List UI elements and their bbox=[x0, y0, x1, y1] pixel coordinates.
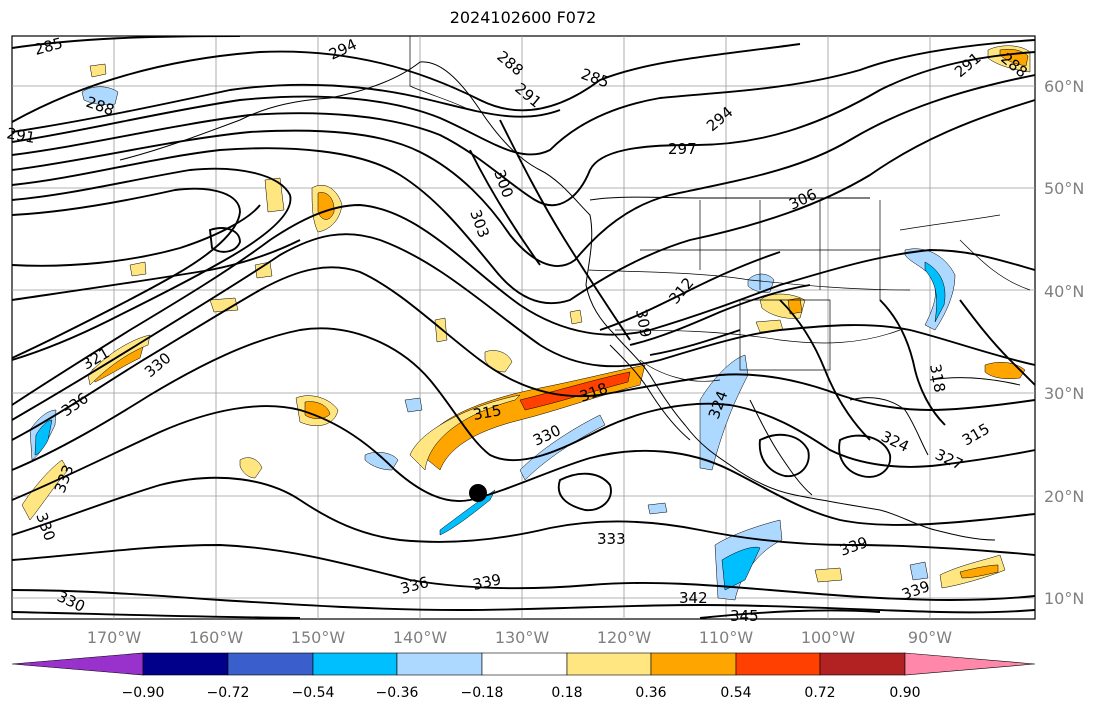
lon-tick-label: 110°W bbox=[699, 628, 754, 647]
lat-tick-label: 20°N bbox=[1044, 487, 1084, 506]
yellow-dot-9 bbox=[254, 261, 273, 279]
lat-axis: 60°N 50°N 40°N 30°N 20°N 10°N bbox=[1044, 77, 1084, 608]
lat-tick-label: 60°N bbox=[1044, 77, 1084, 96]
lon-tick-label: 160°W bbox=[189, 628, 244, 647]
contour-label: 297 bbox=[668, 140, 697, 158]
lat-tick-label: 10°N bbox=[1044, 589, 1084, 608]
borders bbox=[409, 36, 1031, 382]
contour-lines bbox=[12, 36, 1035, 619]
red-band bbox=[519, 371, 631, 411]
lat-tick-label: 50°N bbox=[1044, 179, 1084, 198]
blue-epac-core bbox=[721, 546, 761, 591]
lon-tick-label: 140°W bbox=[393, 628, 448, 647]
blue-dot-5 bbox=[647, 502, 668, 515]
lon-axis: 170°W 160°W 150°W 140°W 130°W 120°W 110°… bbox=[87, 628, 952, 647]
colorbar-label: −0.54 bbox=[292, 685, 335, 701]
colorbar-segment bbox=[11, 652, 144, 676]
yellow-band bbox=[409, 394, 521, 471]
colorbar-label: 0.36 bbox=[635, 685, 666, 701]
yellow-dot-5 bbox=[209, 297, 239, 313]
yellow-dot-4 bbox=[129, 261, 147, 277]
contour-label: 342 bbox=[679, 589, 708, 607]
plot-area bbox=[11, 35, 1036, 620]
colorbar-segment bbox=[227, 652, 314, 676]
blue-aleut bbox=[81, 86, 119, 106]
colorbar-segment bbox=[142, 652, 229, 676]
blue-dot-2 bbox=[404, 397, 423, 413]
lat-tick-label: 40°N bbox=[1044, 282, 1084, 301]
contour-label: 315 bbox=[472, 401, 503, 424]
lon-tick-label: 100°W bbox=[801, 628, 856, 647]
colorbar-segment bbox=[396, 652, 483, 676]
blue-dot-1 bbox=[747, 273, 775, 293]
colorbar-labels: −0.90 −0.72 −0.54 −0.36 −0.18 0.18 0.36 … bbox=[122, 685, 921, 701]
lat-tick-label: 30°N bbox=[1044, 384, 1084, 403]
colorbar-label: 0.90 bbox=[889, 685, 920, 701]
contour-label: 318 bbox=[926, 363, 949, 394]
blue-sw-1-core bbox=[34, 419, 53, 456]
map-title: 2024102600 F072 bbox=[449, 8, 597, 27]
colorbar bbox=[11, 652, 1036, 676]
contour-label: 333 bbox=[597, 530, 626, 548]
colorbar-label: 0.18 bbox=[551, 685, 582, 701]
colorbar-segment bbox=[566, 652, 652, 676]
colorbar-segment bbox=[312, 652, 398, 676]
colorbar-label: −0.72 bbox=[207, 685, 250, 701]
blue-mex bbox=[699, 354, 749, 471]
colorbar-segment bbox=[819, 652, 906, 676]
contour-label: 291 bbox=[5, 124, 36, 147]
colorbar-segment bbox=[650, 652, 737, 676]
lon-tick-label: 170°W bbox=[87, 628, 142, 647]
blue-dot-4 bbox=[909, 561, 929, 581]
blue-rockies bbox=[904, 248, 956, 331]
colorbar-segment bbox=[735, 652, 821, 676]
lon-tick-label: 120°W bbox=[597, 628, 652, 647]
yellow-carib-core bbox=[959, 564, 999, 579]
yellow-aleut bbox=[89, 63, 107, 78]
yellow-dot-8 bbox=[264, 177, 285, 213]
contour-label: 345 bbox=[730, 607, 759, 625]
yellow-dot-6 bbox=[434, 317, 448, 343]
yellow-dot-3 bbox=[239, 457, 263, 479]
blue-rockies-core bbox=[924, 261, 946, 323]
yellow-dot-7 bbox=[814, 567, 843, 583]
yellow-sw bbox=[21, 459, 69, 521]
contour-label: 339 bbox=[471, 570, 503, 594]
yellow-gulfmex bbox=[984, 362, 1026, 379]
colorbar-label: −0.36 bbox=[376, 685, 419, 701]
colorbar-segment bbox=[904, 652, 1036, 676]
colorbar-label: −0.90 bbox=[122, 685, 165, 701]
colorbar-label: −0.18 bbox=[461, 685, 504, 701]
coastlines bbox=[119, 61, 1021, 541]
lon-tick-label: 90°W bbox=[908, 628, 952, 647]
colorbar-label: 0.54 bbox=[720, 685, 751, 701]
contour-label: 309 bbox=[632, 308, 655, 339]
storm-marker bbox=[469, 484, 487, 502]
colorbar-segment bbox=[481, 652, 568, 676]
colorbar-label: 0.72 bbox=[804, 685, 835, 701]
lon-tick-label: 130°W bbox=[495, 628, 550, 647]
yellow-dot-10 bbox=[569, 309, 583, 325]
lon-tick-label: 150°W bbox=[291, 628, 346, 647]
yellow-mid-1 bbox=[484, 350, 513, 373]
